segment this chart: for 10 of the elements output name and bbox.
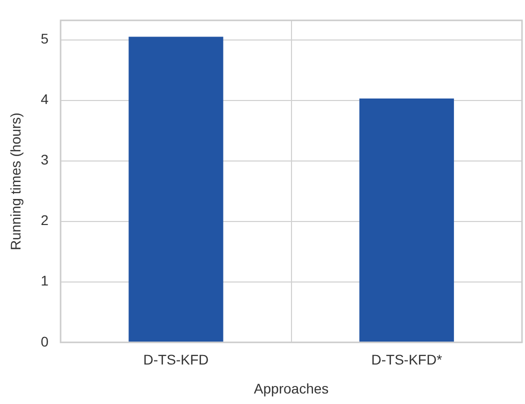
- x-axis-title: Approaches: [254, 380, 329, 396]
- y-axis-title: Running times (hours): [7, 112, 24, 250]
- y-tick-label: 5: [40, 30, 49, 47]
- y-tick-label: 3: [40, 152, 49, 168]
- y-tick-label: 0: [40, 333, 49, 350]
- x-tick-label: D-TS-KFD: [143, 352, 209, 368]
- x-tick-label: D-TS-KFD*: [371, 352, 443, 368]
- y-tick-label: 2: [40, 212, 49, 228]
- y-tick-label: 4: [40, 91, 49, 108]
- y-tick-label: 1: [40, 272, 49, 289]
